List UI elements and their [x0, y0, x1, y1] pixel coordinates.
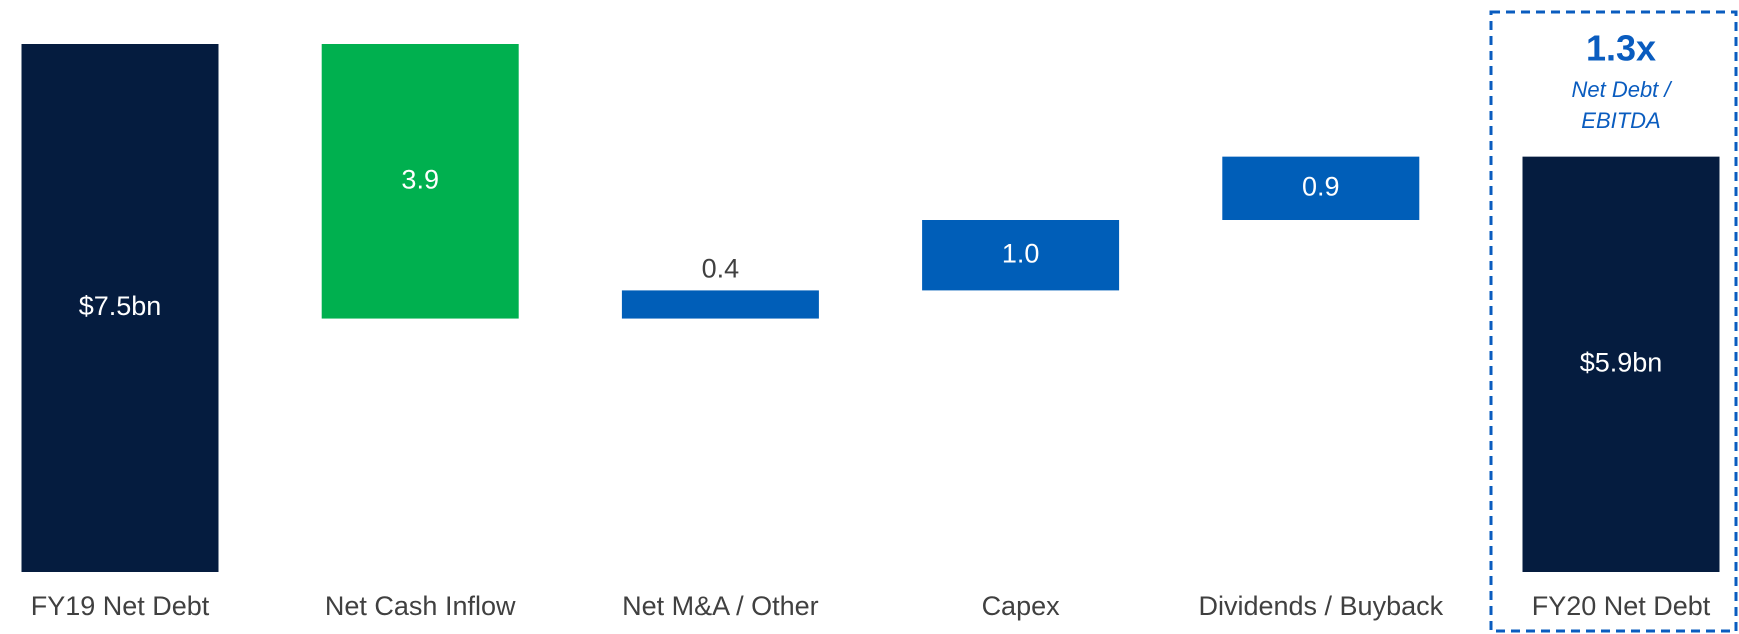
bar: [621, 290, 819, 319]
x-tick-label: Dividends / Buyback: [1198, 591, 1443, 621]
data-label: 0.4: [702, 254, 740, 284]
data-label: 3.9: [401, 164, 439, 194]
annotation-ratio: 1.3x: [1586, 28, 1656, 69]
annotation-text: Net Debt /: [1571, 77, 1672, 102]
bar: [321, 44, 519, 319]
annotation-text: EBITDA: [1581, 108, 1660, 133]
highlight-box: [1489, 10, 1738, 633]
x-tick-label: FY19 Net Debt: [31, 591, 210, 621]
data-label: $7.5bn: [79, 291, 162, 321]
data-label: 0.9: [1302, 171, 1340, 201]
x-tick-label: FY20 Net Debt: [1532, 591, 1711, 621]
data-label: 1.0: [1002, 238, 1040, 268]
x-tick-label: Net M&A / Other: [622, 591, 819, 621]
bar: [21, 44, 219, 572]
bar: [922, 220, 1120, 291]
x-tick-label: Net Cash Inflow: [325, 591, 516, 621]
bar: [1522, 156, 1720, 572]
data-label: $5.9bn: [1580, 347, 1663, 377]
x-tick-label: Capex: [982, 591, 1061, 621]
bar: [1222, 156, 1420, 220]
